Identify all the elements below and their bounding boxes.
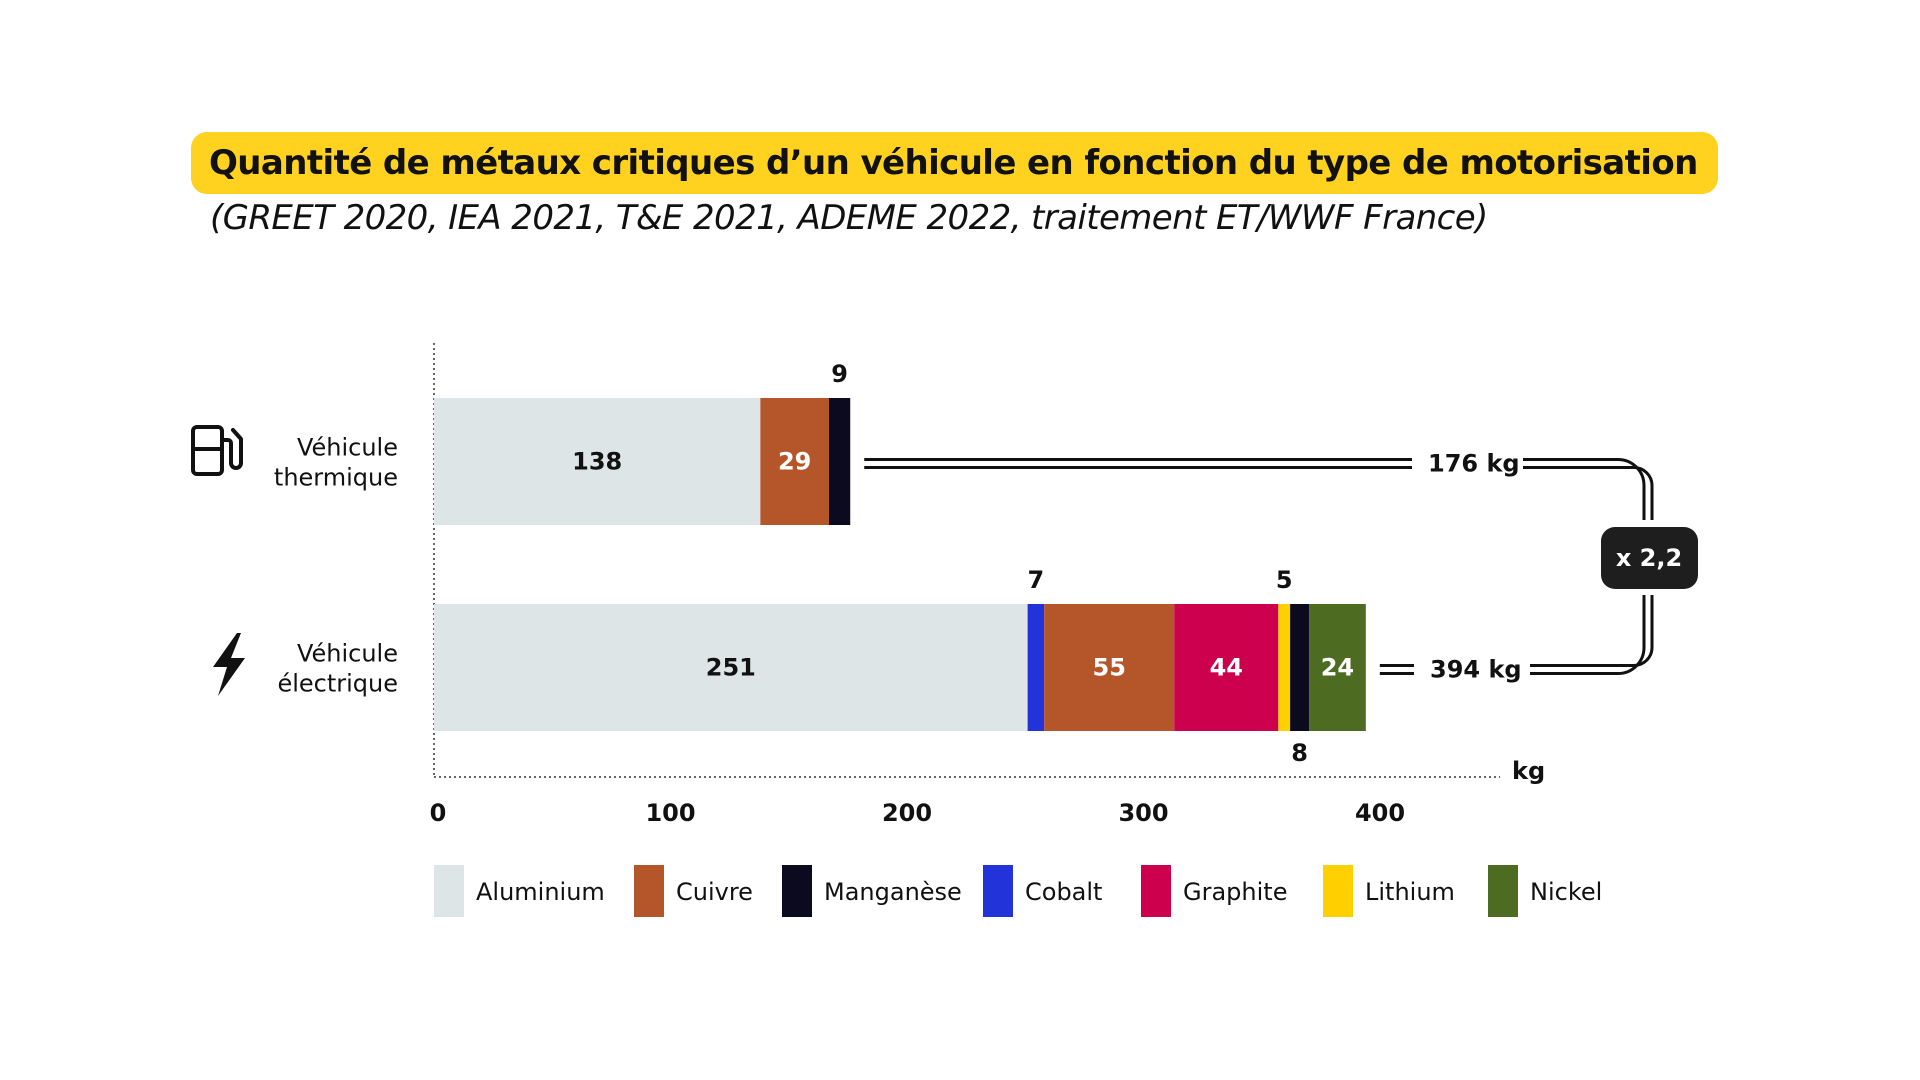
chart-title-banner: Quantité de métaux critiques d’un véhicu… — [191, 132, 1718, 194]
data-label: 24 — [1321, 654, 1354, 682]
category-label: électrique — [277, 670, 398, 698]
bar-segment — [1290, 604, 1310, 731]
legend-label: Graphite — [1183, 878, 1287, 906]
bar-segment — [1174, 604, 1279, 731]
bracket-line — [1530, 595, 1646, 675]
data-label: 8 — [1291, 739, 1308, 767]
legend-label: Manganèse — [824, 878, 962, 906]
data-label: 5 — [1276, 566, 1293, 594]
x-tick-label: 200 — [882, 799, 932, 827]
legend-swatch — [782, 865, 812, 917]
chart-title: Quantité de métaux critiques d’un véhicu… — [209, 143, 1698, 183]
bracket-line — [1530, 595, 1654, 667]
legend-label: Cobalt — [1025, 878, 1102, 906]
category-label: Véhicule — [297, 434, 398, 462]
bar-segment — [1278, 604, 1291, 731]
data-label: 44 — [1210, 654, 1243, 682]
legend-swatch — [1323, 865, 1353, 917]
fuel-pump-icon — [191, 425, 243, 476]
ratio-badge — [1601, 527, 1698, 589]
lightning-bolt-icon — [213, 633, 245, 696]
total-label: 394 kg — [1430, 656, 1522, 684]
x-tick-label: 100 — [645, 799, 695, 827]
legend-swatch — [1488, 865, 1518, 917]
bar-segment — [760, 398, 829, 525]
x-tick-label: 400 — [1355, 799, 1405, 827]
x-tick-label: 300 — [1118, 799, 1168, 827]
data-label: 9 — [831, 360, 848, 388]
legend-label: Nickel — [1530, 878, 1602, 906]
x-axis-unit: kg — [1512, 757, 1545, 785]
data-label: 7 — [1028, 566, 1045, 594]
bar-segment — [434, 398, 761, 525]
bar-segment — [828, 398, 851, 525]
data-label: 55 — [1093, 654, 1126, 682]
category-label: thermique — [274, 464, 398, 492]
legend-swatch — [634, 865, 664, 917]
legend-label: Lithium — [1365, 878, 1455, 906]
chart-subtitle: (GREET 2020, IEA 2021, T&E 2021, ADEME 2… — [210, 198, 1488, 238]
data-label: 29 — [778, 448, 811, 476]
legend-label: Cuivre — [676, 878, 753, 906]
ratio-label: x 2,2 — [1616, 544, 1682, 572]
legend-swatch — [983, 865, 1013, 917]
category-label: Véhicule — [297, 640, 398, 668]
bracket-line — [1523, 466, 1654, 520]
data-label: 251 — [706, 654, 756, 682]
bar-segment — [434, 604, 1028, 731]
legend-label: Aluminium — [476, 878, 605, 906]
bar-segment — [1044, 604, 1175, 731]
x-tick-label: 0 — [430, 799, 447, 827]
total-label: 176 kg — [1428, 450, 1520, 478]
bar-segment — [1027, 604, 1045, 731]
bar-segment — [1309, 604, 1366, 731]
legend-swatch — [434, 865, 464, 917]
data-label: 138 — [572, 448, 622, 476]
legend-swatch — [1141, 865, 1171, 917]
